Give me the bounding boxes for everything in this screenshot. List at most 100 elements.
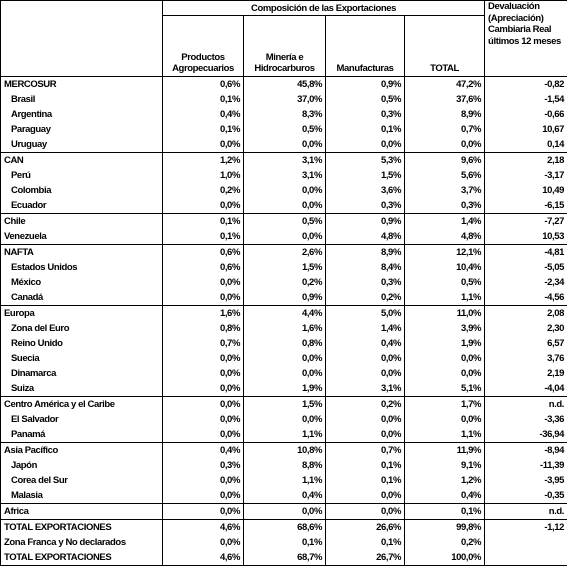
cell: 10,8% [244,443,326,459]
cell: 0,0% [326,351,405,366]
cell: 8,9% [326,245,405,261]
cell: 0,0% [244,229,326,245]
cell: 0,0% [163,397,244,413]
cell: 0,1% [163,92,244,107]
cell: 0,1% [163,229,244,245]
cell: 0,5% [405,275,485,290]
cell: 26,6% [326,520,405,536]
cell: 0,3% [326,198,405,214]
cell: 1,1% [244,473,326,488]
cell: 1,7% [405,397,485,413]
row-label: MERCOSUR [1,77,163,93]
cell: 0,1% [163,214,244,230]
row-label: México [1,275,163,290]
cell: 0,4% [244,488,326,504]
cell: 1,2% [163,153,244,169]
cell: 10,4% [405,260,485,275]
cell: 68,6% [244,520,326,536]
cell: 1,4% [326,321,405,336]
cell: -6,15 [485,198,567,214]
row-label: CAN [1,153,163,169]
row-label: Malasia [1,488,163,504]
cell: 0,0% [163,427,244,443]
cell: 0,0% [163,351,244,366]
cell: 0,0% [163,504,244,520]
cell: -8,94 [485,443,567,459]
cell: 0,2% [405,535,485,550]
cell: 3,1% [244,153,326,169]
cell: 4,4% [244,306,326,322]
row-label: NAFTA [1,245,163,261]
column-header: Minería e Hidrocarburos [244,16,326,77]
cell: 0,2% [163,183,244,198]
cell: 0,0% [244,351,326,366]
row-label: Canadá [1,290,163,306]
cell: 0,8% [163,321,244,336]
cell: -11,39 [485,458,567,473]
row-label: Suiza [1,381,163,397]
cell: -4,81 [485,245,567,261]
cell: 2,18 [485,153,567,169]
cell: 12,1% [405,245,485,261]
column-header: TOTAL [405,16,485,77]
cell: 8,4% [326,260,405,275]
cell: 10,49 [485,183,567,198]
cell: 37,6% [405,92,485,107]
cell: -0,82 [485,77,567,93]
cell: -3,17 [485,168,567,183]
cell: 0,4% [326,336,405,351]
cell: 0,0% [163,488,244,504]
row-label: Asia Pacífico [1,443,163,459]
row-label: Uruguay [1,137,163,153]
cell: n.d. [485,397,567,413]
cell: 0,1% [405,504,485,520]
cell: 5,1% [405,381,485,397]
cell: 0,1% [326,458,405,473]
row-label: Japón [1,458,163,473]
row-label: Europa [1,306,163,322]
cell: 3,7% [405,183,485,198]
cell: -7,27 [485,214,567,230]
cell: 0,0% [244,183,326,198]
row-label: TOTAL EXPORTACIONES [1,550,163,566]
cell: 4,6% [163,550,244,566]
cell: 0,3% [326,275,405,290]
cell: 11,9% [405,443,485,459]
row-label: Africa [1,504,163,520]
corner-cell [1,1,163,77]
cell: 0,0% [163,381,244,397]
cell: -4,04 [485,381,567,397]
row-label: Centro América y el Caribe [1,397,163,413]
cell: 0,3% [405,198,485,214]
cell: -0,66 [485,107,567,122]
cell: 3,6% [326,183,405,198]
cell: 0,0% [163,137,244,153]
cell: 5,0% [326,306,405,322]
cell [485,535,567,550]
cell: 0,0% [244,137,326,153]
cell: 9,1% [405,458,485,473]
row-label: El Salvador [1,412,163,427]
column-header: Manufacturas [326,16,405,77]
cell: 1,1% [244,427,326,443]
cell: 3,1% [244,168,326,183]
cell: 9,6% [405,153,485,169]
cell: 10,67 [485,122,567,137]
cell: 2,08 [485,306,567,322]
cell: 0,2% [326,290,405,306]
cell: 1,5% [244,397,326,413]
cell: 0,0% [163,535,244,550]
cell: 0,9% [244,290,326,306]
